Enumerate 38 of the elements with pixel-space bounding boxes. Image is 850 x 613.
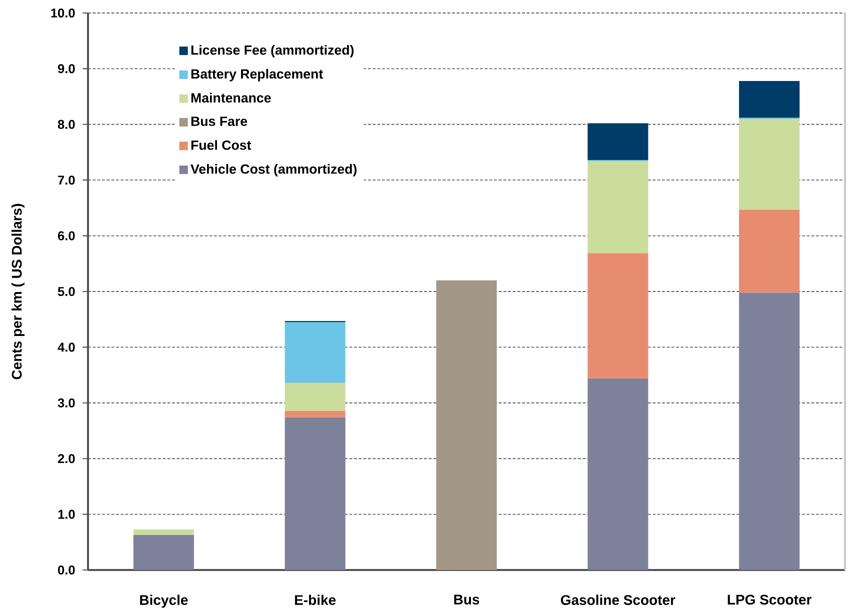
y-tick-label: 10.0 <box>51 8 75 18</box>
y-tick-label: 2.0 <box>58 454 75 464</box>
x-tick-label: Bicycle <box>140 594 188 608</box>
x-tick-label: LPG Scooter <box>728 594 812 605</box>
bar <box>739 292 800 570</box>
bar <box>436 280 497 570</box>
bar <box>588 123 648 160</box>
y-tick-label: 3.0 <box>58 398 75 408</box>
bar <box>284 410 346 418</box>
bar <box>739 210 800 293</box>
bar <box>284 322 346 383</box>
bar <box>588 378 648 570</box>
y-tick-label: 0.0 <box>58 565 75 575</box>
x-tick-label: E-bike <box>295 594 336 605</box>
x-tick-label: Gasoline Scooter <box>560 594 676 605</box>
bar <box>133 529 194 535</box>
bar <box>739 80 800 118</box>
bar <box>133 534 194 570</box>
legend-label: Vehicle Cost (ammortized) <box>190 164 357 176</box>
y-tick-label: 1.0 <box>58 510 75 519</box>
y-tick-label: 5.0 <box>58 286 75 296</box>
legend-label: Bus Fare <box>191 116 248 126</box>
bar <box>588 253 648 378</box>
bar <box>588 161 648 254</box>
legend-label: Battery Replacement <box>191 68 323 82</box>
y-tick-label: 9.0 <box>58 64 75 74</box>
y-tick-label: 6.0 <box>58 231 75 240</box>
x-tick-label: Bus <box>454 594 480 604</box>
bar <box>284 382 346 411</box>
y-tick-label: 4.0 <box>58 342 75 352</box>
bar <box>739 118 800 210</box>
legend-label: License Fee (ammortized) <box>191 44 354 58</box>
legend-label: Fuel Cost <box>191 140 252 150</box>
legend-label: Maintenance <box>191 92 271 103</box>
y-tick-label: 8.0 <box>58 120 75 129</box>
bar <box>284 417 346 570</box>
y-axis-title: Cents per km ( US Dollars) <box>11 204 24 380</box>
y-tick-label: 7.0 <box>58 176 75 185</box>
